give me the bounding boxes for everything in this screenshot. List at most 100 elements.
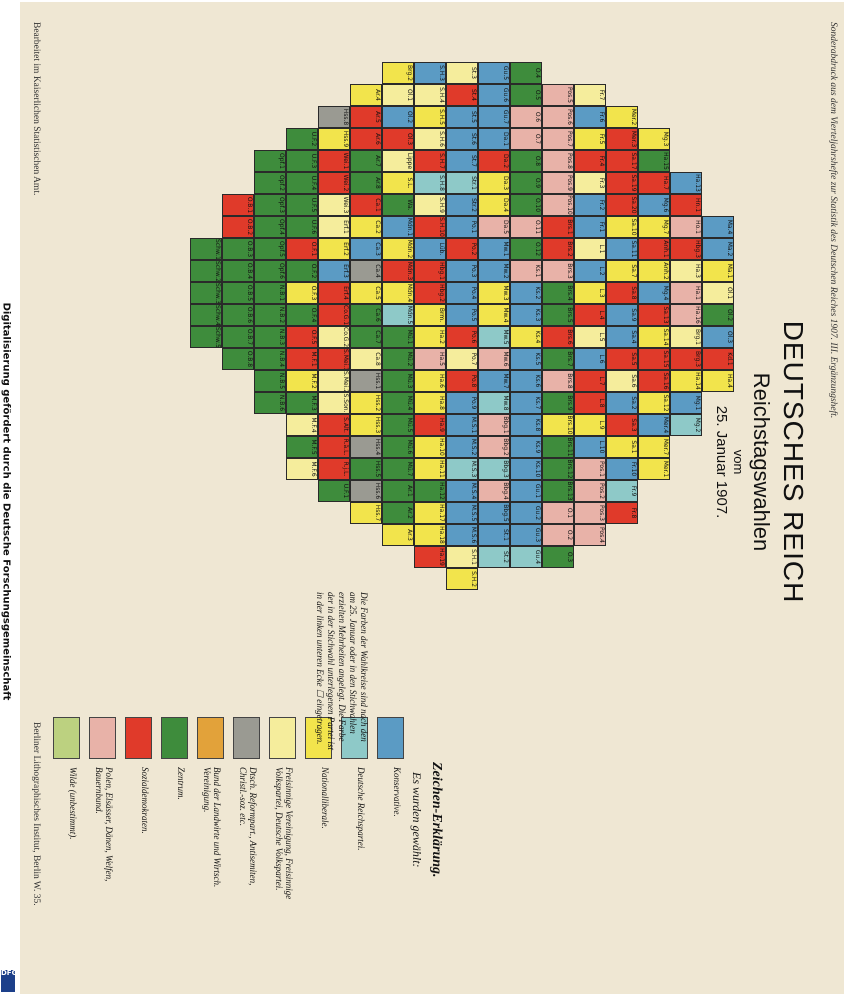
map-title: DEUTSCHES REICH — [778, 320, 809, 604]
district-cell: Hss.6 — [350, 480, 382, 502]
district-cell: St.2 — [478, 546, 510, 568]
district-cell: Ar.8 — [350, 172, 382, 194]
district-cell: L.3 — [574, 282, 606, 304]
district-cell: Hss.8 — [318, 106, 350, 128]
district-cell: Mdn.3 — [382, 260, 414, 282]
district-cell: Brg.2 — [382, 62, 414, 84]
district-cell: Ha.1 — [670, 282, 702, 304]
district-cell: Po.5 — [446, 304, 478, 326]
district-cell: L.6 — [574, 348, 606, 370]
district-cell: Gu.4 — [510, 546, 542, 568]
district-cell: Brs.8 — [542, 370, 574, 392]
district-cell: Mer.2 — [606, 106, 638, 128]
district-cell: O.B.6 — [222, 304, 254, 326]
district-cell: M.F.5 — [286, 436, 318, 458]
district-cell: S.H.6 — [414, 128, 446, 150]
district-cell: Ha.15 — [638, 150, 670, 172]
district-cell: S.L. — [382, 172, 414, 194]
district-cell: Pos.5 — [542, 84, 574, 106]
district-cell: Mer.1 — [638, 458, 670, 480]
district-cell: Brs.11 — [542, 436, 574, 458]
district-cell: Brs.10 — [542, 414, 574, 436]
district-cell: Ca.1 — [350, 194, 382, 216]
district-cell: Mdn.2 — [382, 238, 414, 260]
district-cell: Brs.12 — [542, 458, 574, 480]
district-cell: Mw.5 — [478, 326, 510, 348]
district-cell: Ha.13 — [670, 172, 702, 194]
district-cell: Mg.4 — [638, 282, 670, 304]
district-cell: O.6 — [510, 106, 542, 128]
district-cell: Ks.4 — [510, 326, 542, 348]
district-cell: N.B.3 — [254, 326, 286, 348]
district-cell: Opf.2 — [254, 172, 286, 194]
district-cell: Ha.5 — [414, 348, 446, 370]
legend-swatch — [197, 717, 224, 759]
district-cell: Brs.6 — [542, 326, 574, 348]
district-cell: M.F.1 — [286, 348, 318, 370]
district-cell: Lippe — [382, 150, 414, 172]
district-cell: N.B.6 — [254, 392, 286, 414]
district-cell: O.F.1 — [286, 238, 318, 260]
district-cell: St.5 — [446, 106, 478, 128]
district-cell: Gu.1 — [510, 480, 542, 502]
district-cell: M.F.4 — [286, 414, 318, 436]
district-cell: L.9 — [574, 414, 606, 436]
legend-swatch — [161, 717, 188, 759]
district-cell: U.F.3 — [286, 150, 318, 172]
legend-swatch — [89, 717, 116, 759]
district-cell: Da.1 — [478, 128, 510, 150]
district-cell: S.H.7 — [414, 150, 446, 172]
district-cell: U.F.5 — [286, 194, 318, 216]
district-cell: R.ä.L. — [318, 436, 350, 458]
district-cell: N.B.4 — [254, 348, 286, 370]
district-cell: Opf.5 — [254, 238, 286, 260]
district-cell: Pos.6 — [542, 106, 574, 128]
district-cell: Fr.10 — [606, 458, 638, 480]
district-cell: Ma.4 — [702, 216, 734, 238]
district-cell: Sa.9 — [606, 304, 638, 326]
district-cell: Gu.7 — [478, 106, 510, 128]
district-cell: Ha.4 — [702, 370, 734, 392]
district-cell: Sa.5 — [606, 348, 638, 370]
district-cell: M.S.4 — [446, 480, 478, 502]
district-cell: Ks.2 — [510, 282, 542, 304]
legend-label: Deutsche Reichspartei. — [356, 767, 366, 851]
district-cell: Mer.4 — [638, 414, 670, 436]
district-cell: L.2 — [574, 260, 606, 282]
district-cell: Ar.3 — [382, 524, 414, 546]
district-cell: S.H.1 — [446, 546, 478, 568]
district-cell: Hss.5 — [350, 458, 382, 480]
district-cell: Fr.7 — [574, 84, 606, 106]
district-cell: Po.3 — [446, 260, 478, 282]
district-cell: Po.2 — [446, 238, 478, 260]
footer-right: Berliner Lithographisches Institut, Berl… — [31, 722, 41, 906]
district-cell: Mw.4 — [478, 304, 510, 326]
district-cell: Fr.2 — [574, 194, 606, 216]
district-cell: Ha.7 — [638, 172, 670, 194]
district-cell: Ca.4 — [350, 260, 382, 282]
district-cell: Ks.1 — [510, 260, 542, 282]
legend-label: Polen, Elsässer, Dänen, Welfen, Bauernbu… — [94, 767, 114, 882]
color-note: Die Farben der Wahlkreise sind nach den … — [315, 592, 369, 750]
district-cell: Pos.2 — [574, 480, 606, 502]
district-cell: Ks.5 — [510, 348, 542, 370]
district-cell: R.j.L. — [318, 458, 350, 480]
digitization-text: Digitalisierung gefördert durch die Deut… — [0, 302, 12, 701]
district-cell: Fr.3 — [574, 172, 606, 194]
legend-label: Zentrum. — [176, 767, 186, 800]
district-cell: Wa. — [382, 194, 414, 216]
district-cell: Pos.8 — [542, 150, 574, 172]
district-cell: Fr.1 — [574, 216, 606, 238]
legend-label: Sozialdemokraten. — [140, 767, 150, 834]
district-cell: Ha.17 — [414, 502, 446, 524]
district-cell: Schw.2 — [190, 260, 222, 282]
district-cell: Schw.5 — [190, 326, 222, 348]
district-cell: Mw.6 — [478, 348, 510, 370]
district-cell: Po.9 — [446, 392, 478, 414]
district-cell: Mü.7 — [382, 458, 414, 480]
district-cell: Pos.1 — [574, 458, 606, 480]
district-cell: M.S.1 — [446, 414, 478, 436]
district-cell: U.F.4 — [286, 172, 318, 194]
district-cell: Mg.7 — [638, 216, 670, 238]
district-cell: S.H.3 — [414, 62, 446, 84]
